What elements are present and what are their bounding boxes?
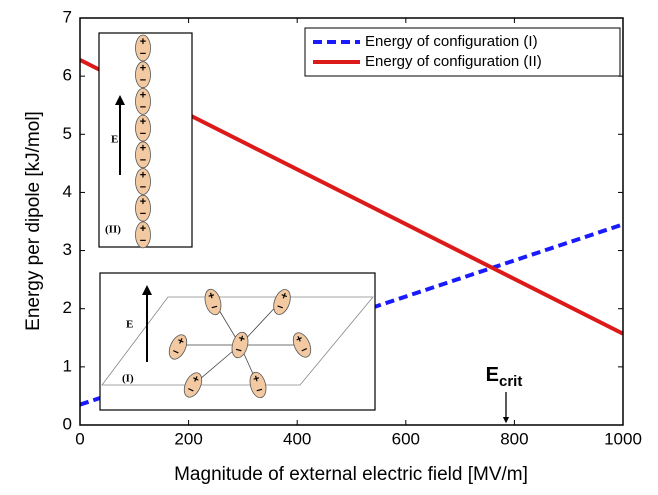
dipole-body: [168, 334, 188, 360]
x-tick-label: 0: [75, 429, 84, 448]
dipole: +−: [204, 288, 222, 316]
plus-sign: +: [140, 89, 146, 101]
dipole-body: [135, 61, 151, 89]
x-tick-label: 1000: [604, 429, 642, 448]
minus-sign: −: [140, 75, 146, 87]
x-tick-label: 200: [174, 429, 202, 448]
dipole: +−: [231, 331, 249, 359]
inset-top: E (II) +−+−+−+−+−+−+−+−: [98, 32, 193, 249]
dipole: +−: [183, 372, 203, 398]
y-tick-label: 6: [63, 66, 72, 85]
annotation: Ecrit: [486, 364, 523, 424]
minus-sign: −: [140, 181, 146, 193]
config-label: (I): [122, 373, 134, 385]
plot-frame: [79, 17, 624, 426]
y-tick-label: 5: [63, 124, 72, 143]
legend-frame: [304, 27, 621, 77]
annotation-main: E: [486, 364, 499, 386]
dipole-body: [135, 141, 151, 169]
x-tick-label: 400: [283, 429, 311, 448]
minus-sign: −: [140, 235, 146, 247]
minus-sign: −: [255, 384, 264, 397]
y-tick-label: 2: [63, 298, 72, 317]
inset-bottom: E (I) +−+−+−+−+−+−+−: [99, 272, 376, 411]
plus-sign: +: [140, 63, 146, 75]
dipole-body: [204, 288, 222, 316]
field-label: E: [126, 319, 133, 331]
dipole: +−: [135, 88, 151, 115]
plus-sign: +: [140, 196, 146, 208]
plus-sign: +: [175, 335, 186, 349]
minus-sign: −: [170, 346, 181, 360]
legend-label: Energy of configuration (II): [365, 53, 542, 70]
plus-sign: +: [140, 223, 146, 235]
plus-sign: +: [140, 143, 146, 155]
legend-label: Energy of configuration (I): [365, 33, 538, 50]
plus-sign: +: [294, 333, 305, 347]
dipole: +−: [135, 34, 151, 62]
dipole: +−: [135, 141, 151, 169]
minus-sign: −: [185, 384, 196, 398]
minus-sign: −: [275, 301, 285, 314]
plus-sign: +: [190, 373, 201, 387]
y-tick-label: 3: [63, 240, 72, 259]
y-tick-label: 7: [63, 7, 72, 26]
lattice-plane: [101, 296, 374, 386]
minus-sign: −: [299, 344, 310, 358]
legend: Energy of configuration (I) Energy of con…: [304, 27, 621, 77]
field-label: E: [111, 134, 118, 146]
dipole: +−: [135, 221, 151, 249]
minus-sign: −: [140, 48, 146, 60]
plus-sign: +: [140, 169, 146, 181]
plus-sign: +: [252, 372, 261, 385]
minus-sign: −: [140, 208, 146, 220]
dipole-body: [135, 168, 151, 195]
dipole-body: [135, 34, 151, 62]
dipole: +−: [135, 114, 151, 142]
annotation-text: Ecrit: [486, 364, 523, 390]
x-axis-label: Magnitude of external electric field [MV…: [174, 464, 528, 485]
dipole: +−: [273, 289, 291, 315]
dipole: +−: [249, 371, 267, 399]
plus-sign: +: [279, 290, 289, 303]
dipole: +−: [168, 334, 188, 360]
plus-sign: +: [207, 289, 216, 302]
dipole: +−: [135, 168, 151, 195]
dipole-body: [292, 332, 312, 358]
plus-sign: +: [237, 332, 246, 345]
dipole-body: [273, 289, 291, 315]
minus-sign: −: [140, 101, 146, 113]
y-tick-label: 4: [63, 182, 72, 201]
minus-sign: −: [234, 344, 243, 357]
y-tick-label: 0: [63, 414, 72, 433]
dipole: +−: [135, 194, 151, 222]
config-label: (II): [105, 224, 121, 236]
minus-sign: −: [210, 301, 219, 314]
dipole: +−: [135, 61, 151, 89]
x-tick-label: 800: [500, 429, 528, 448]
annotation-subscript: crit: [499, 373, 522, 390]
y-tick-label: 1: [63, 356, 72, 375]
y-axis-label: Energy per dipole [kJ/mol]: [23, 111, 44, 331]
dipole-body: [231, 331, 249, 359]
dipole-body: [249, 371, 267, 399]
dipole-body: [135, 88, 151, 115]
minus-sign: −: [140, 155, 146, 167]
minus-sign: −: [140, 128, 146, 140]
dipole-body: [135, 114, 151, 142]
dipole-body: [135, 221, 151, 249]
plus-sign: +: [140, 36, 146, 48]
dipole: +−: [292, 332, 312, 358]
plus-sign: +: [140, 116, 146, 128]
x-tick-label: 600: [392, 429, 420, 448]
dipole-body: [183, 372, 203, 398]
dipole-body: [135, 194, 151, 222]
